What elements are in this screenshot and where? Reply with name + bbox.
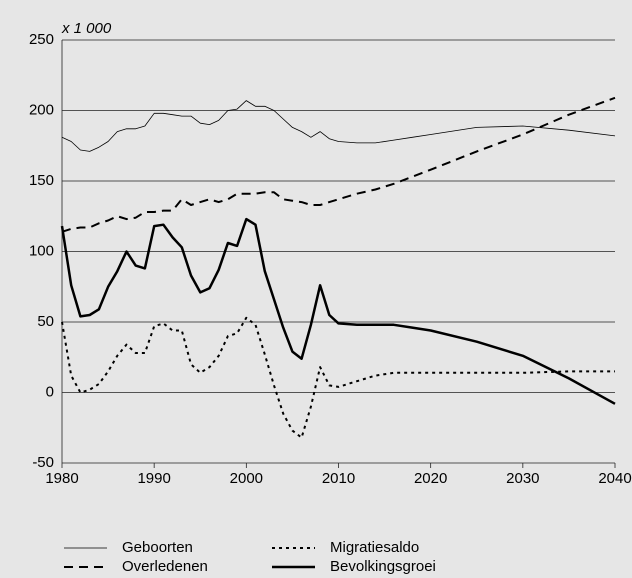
x-tick-label: 1980 xyxy=(45,470,78,487)
legend-label: Overledenen xyxy=(122,558,208,575)
y-tick-label: -50 xyxy=(32,454,54,471)
x-tick-label: 2020 xyxy=(414,470,447,487)
y-axis-label: x 1 000 xyxy=(61,20,112,37)
legend-label: Geboorten xyxy=(122,539,193,556)
y-tick-label: 200 xyxy=(29,101,54,118)
y-tick-label: 50 xyxy=(37,313,54,330)
series-line xyxy=(61,316,615,439)
series-line xyxy=(60,217,616,405)
x-tick-label: 2030 xyxy=(506,470,539,487)
series-line xyxy=(61,100,616,152)
legend-label: Migratiesaldo xyxy=(330,539,419,556)
y-tick-label: 0 xyxy=(46,383,54,400)
y-tick-label: 150 xyxy=(29,172,54,189)
x-tick-label: 1990 xyxy=(137,470,170,487)
y-tick-label: 250 xyxy=(29,31,54,48)
x-tick-label: 2000 xyxy=(230,470,263,487)
x-tick-label: 2040 xyxy=(598,470,631,487)
legend-label: Bevolkingsgroei xyxy=(330,558,436,575)
x-tick-label: 2010 xyxy=(322,470,355,487)
series-line xyxy=(61,96,616,233)
y-tick-label: 100 xyxy=(29,242,54,259)
